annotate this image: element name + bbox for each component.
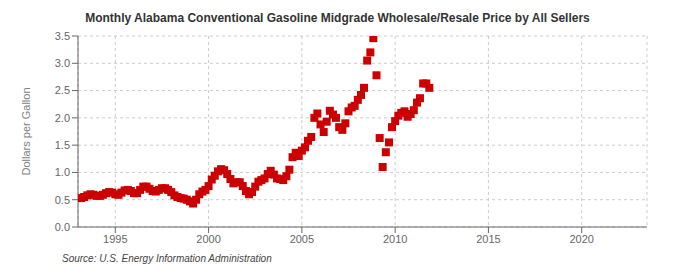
svg-text:0.0: 0.0 [55, 221, 70, 233]
svg-text:3.0: 3.0 [55, 57, 70, 69]
svg-text:1.5: 1.5 [55, 139, 70, 151]
html-text:Source: U.S. Energy Informatio: Source: U.S. Energy Information Administ… [62, 253, 272, 264]
svg-text:2010: 2010 [383, 233, 407, 245]
svg-text:3.5: 3.5 [55, 30, 70, 42]
svg-text:2015: 2015 [476, 233, 500, 245]
svg-text:2000: 2000 [196, 233, 220, 245]
svg-text:1.0: 1.0 [55, 166, 70, 178]
svg-text:Dollars per Gallon: Dollars per Gallon [20, 87, 32, 175]
svg-text:1995: 1995 [103, 233, 127, 245]
svg-text:2020: 2020 [569, 233, 593, 245]
svg-text:2.5: 2.5 [55, 84, 70, 96]
svg-text:0.5: 0.5 [55, 194, 70, 206]
svg-text:2.0: 2.0 [55, 112, 70, 124]
svg-text:2005: 2005 [290, 233, 314, 245]
html-text:Monthly Alabama Conventional G: Monthly Alabama Conventional Gasoline Mi… [85, 11, 590, 25]
